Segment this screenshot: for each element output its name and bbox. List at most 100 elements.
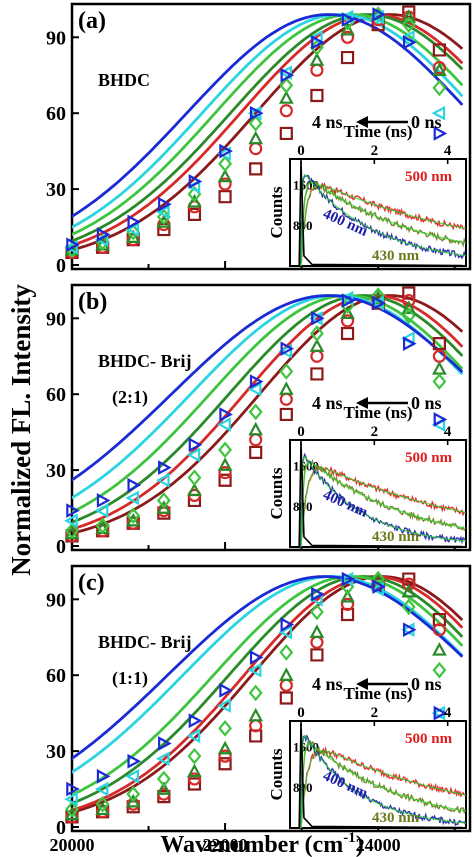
sample-ratio-label: (2:1)	[112, 387, 148, 408]
data-point-circle	[249, 433, 263, 447]
y-tick-label: 90	[46, 27, 66, 49]
y-tick-label: 60	[46, 665, 66, 687]
decay-fit-500-nm	[300, 750, 467, 829]
data-point-triangle-up	[248, 707, 264, 722]
data-point-triangle-right	[372, 7, 386, 22]
data-point-triangle-left	[64, 239, 78, 255]
data-point-triangle-up	[187, 763, 202, 778]
fit-line-triangle-up	[72, 13, 464, 243]
data-point-triangle-right	[402, 622, 417, 638]
y-tick-label: 30	[46, 179, 66, 201]
data-point-triangle-left	[247, 381, 262, 397]
inset-x-tick-label: 4	[444, 143, 452, 159]
inset-x-axis-label: Time (ns)	[343, 403, 412, 422]
data-point-diamond	[432, 79, 447, 97]
irf-trace	[293, 442, 463, 548]
fit-line-triangle-up	[72, 575, 464, 805]
fit-line-triangle-left	[72, 575, 464, 774]
data-point-triangle-up	[217, 740, 233, 755]
data-point-triangle-right	[219, 407, 233, 422]
data-point-triangle-up	[309, 338, 325, 352]
data-point-triangle-left	[247, 662, 262, 678]
sample-label: BHDC- Brij	[98, 351, 192, 371]
data-point-triangle-right	[341, 293, 356, 308]
data-point-triangle-right	[188, 174, 203, 189]
decay-label-500-nm: 500 nm	[405, 169, 453, 185]
data-point-triangle-right	[341, 571, 356, 587]
data-point-triangle-left	[370, 9, 384, 25]
data-point-square	[279, 407, 293, 422]
data-point-circle	[310, 635, 324, 649]
data-point-triangle-right	[96, 493, 111, 508]
data-point-square	[279, 126, 293, 141]
data-point-circle	[432, 623, 446, 637]
data-point-circle	[218, 466, 232, 480]
inset-x-axis-label: Time (ns)	[343, 122, 412, 141]
data-point-triangle-up	[156, 500, 172, 514]
data-point-circle	[279, 392, 293, 406]
data-point-circle	[402, 577, 416, 591]
time-arrow-head	[356, 116, 368, 128]
plot-frame	[70, 564, 472, 833]
panel-label: (c)	[78, 570, 105, 596]
data-point-triangle-right	[280, 617, 295, 632]
data-point-square	[187, 207, 202, 221]
data-point-triangle-up	[278, 667, 294, 681]
data-point-triangle-left	[431, 105, 446, 121]
data-markers	[64, 286, 448, 543]
data-point-diamond	[156, 770, 171, 788]
fit-line-triangle-left	[72, 13, 464, 229]
data-point-diamond	[218, 441, 233, 459]
data-point-circle	[340, 597, 355, 611]
data-point-triangle-up	[432, 62, 447, 76]
data-point-diamond	[248, 403, 263, 421]
fit-curves	[72, 575, 464, 814]
data-point-triangle-up	[217, 457, 233, 471]
data-point-triangle-up	[309, 624, 325, 638]
decay-label-500-nm: 500 nm	[405, 731, 453, 747]
x-tick-label: 24000	[356, 835, 401, 855]
y-tick-label: 0	[56, 255, 66, 277]
data-point-triangle-right	[188, 437, 203, 453]
inset-x-tick-label: 2	[371, 705, 379, 721]
data-point-triangle-left	[339, 9, 354, 25]
data-point-diamond	[309, 325, 324, 342]
data-point-triangle-right	[433, 705, 448, 721]
fit-line-circle	[72, 294, 464, 531]
data-point-diamond	[187, 469, 202, 487]
data-point-diamond	[401, 598, 416, 616]
inset-x-tick-label: 2	[371, 143, 379, 159]
panel-b: 0 30 60 90 (b) BHDC- Brij (2:1) 4 ns 0 ns 0 2 4 Time…	[46, 283, 472, 558]
data-point-circle	[402, 294, 416, 308]
inset-frame	[289, 720, 467, 829]
data-point-circle	[340, 30, 355, 44]
panel-label: (a)	[78, 8, 106, 34]
data-point-square	[279, 691, 293, 705]
data-point-triangle-left	[217, 146, 231, 162]
irf-trace	[293, 723, 463, 829]
data-point-square	[310, 88, 324, 103]
data-point-square	[432, 337, 446, 351]
tres-label-end: 0 ns	[411, 393, 442, 413]
data-point-triangle-right	[372, 295, 386, 311]
data-point-triangle-left	[278, 343, 293, 359]
data-point-circle	[340, 314, 355, 328]
data-point-triangle-right	[188, 713, 203, 729]
data-point-triangle-up	[217, 168, 233, 183]
data-point-square	[249, 445, 263, 459]
data-point-diamond	[401, 307, 416, 325]
x-axis-label-main: Wavenumber (cm	[160, 832, 343, 857]
data-point-circle	[218, 177, 232, 191]
data-point-triangle-left	[64, 513, 78, 529]
data-point-triangle-right	[66, 237, 80, 253]
data-point-circle	[187, 772, 202, 786]
data-point-triangle-up	[187, 482, 202, 497]
data-point-triangle-right	[341, 12, 356, 27]
data-point-circle	[218, 749, 232, 763]
y-tick-label: 0	[56, 536, 66, 558]
data-point-triangle-left	[339, 290, 354, 306]
data-point-triangle-right	[158, 460, 172, 475]
data-point-triangle-right	[402, 336, 417, 351]
